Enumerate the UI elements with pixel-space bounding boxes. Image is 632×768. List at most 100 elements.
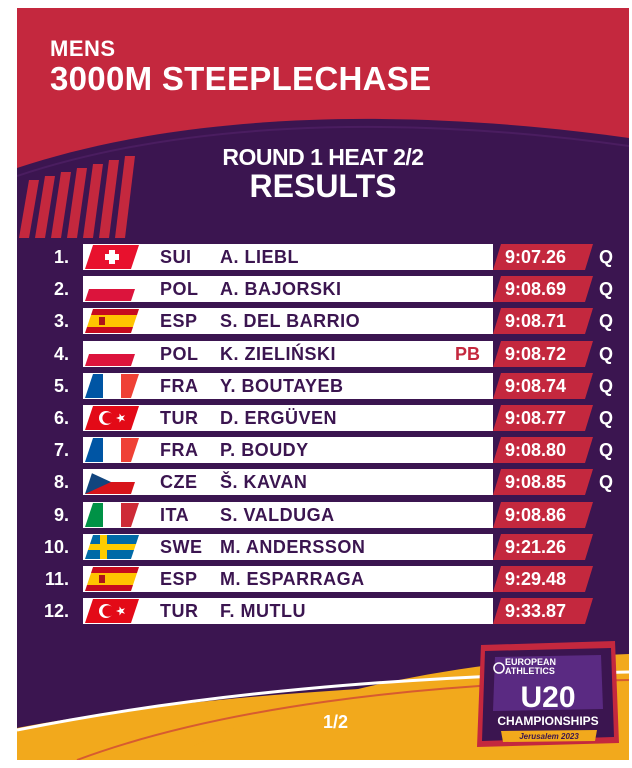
- svg-text:Jerusalem 2023: Jerusalem 2023: [519, 732, 579, 741]
- rank: 6.: [53, 408, 69, 428]
- result-time: 9:07.26: [505, 247, 567, 267]
- rank: 4.: [53, 343, 69, 364]
- country-code: FRA: [160, 440, 199, 461]
- row-bar: [83, 372, 493, 399]
- time-box: [493, 566, 593, 592]
- time-box: [493, 405, 593, 431]
- athlete-name: K. ZIELIŃSKI: [220, 343, 337, 364]
- country-code: SWE: [160, 536, 203, 557]
- svg-text:ATHLETICS: ATHLETICS: [505, 666, 555, 676]
- page-indicator: 1/2: [323, 712, 349, 732]
- qualified-mark: Q: [599, 375, 614, 396]
- country-code: ITA: [160, 504, 190, 525]
- time-box: [493, 533, 593, 560]
- athlete-name: A. LIEBL: [220, 247, 299, 267]
- time-box: [493, 372, 593, 399]
- rank: 2.: [53, 279, 69, 300]
- rank: 3.: [53, 311, 69, 332]
- result-time: 9:08.77: [505, 408, 567, 428]
- row-bar: [83, 533, 493, 560]
- svg-text:EUROPEAN: EUROPEAN: [505, 657, 556, 667]
- country-code: ESP: [160, 311, 198, 332]
- row-bar: [83, 244, 493, 270]
- result-row: 2. POL A. BAJORSKI 9:08.69 Q: [17, 276, 629, 303]
- row-bar: [83, 340, 493, 367]
- row-bar: [83, 566, 493, 592]
- result-row: 8. CZE Š. KAVAN 9:08.85 Q: [17, 469, 629, 496]
- row-bar: [83, 308, 493, 335]
- qualified-mark: Q: [599, 247, 614, 267]
- result-time: 9:08.71: [505, 311, 567, 332]
- row-bar: [83, 437, 493, 464]
- qualified-mark: Q: [599, 472, 614, 493]
- country-code: POL: [160, 343, 199, 364]
- result-time: 9:08.86: [505, 504, 567, 525]
- result-row: 4. POL K. ZIELIŃSKI PB 9:08.72 Q: [17, 340, 629, 367]
- qualified-mark: Q: [599, 311, 614, 332]
- row-bar: [83, 405, 493, 431]
- qualified-mark: Q: [599, 408, 614, 428]
- time-box: [493, 340, 593, 367]
- result-row: 12. TUR F. MUTLU 9:33.87: [17, 598, 629, 625]
- qualified-mark: Q: [599, 440, 614, 461]
- european-athletics-u20-logo: EUROPEAN ATHLETICS U20 CHAMPIONSHIPS Jer…: [477, 641, 619, 747]
- result-time: 9:08.80: [505, 440, 567, 461]
- qualified-mark: Q: [599, 279, 614, 300]
- result-time: 9:21.26: [505, 536, 567, 557]
- result-row: 9. ITA S. VALDUGA 9:08.86: [17, 501, 629, 528]
- result-row: 3. ESP S. DEL BARRIO 9:08.71 Q: [17, 308, 629, 335]
- athlete-name: S. DEL BARRIO: [220, 311, 361, 332]
- athlete-name: F. MUTLU: [220, 601, 306, 622]
- row-bar: [83, 598, 493, 625]
- athlete-name: M. ESPARRAGA: [220, 569, 365, 589]
- time-box: [493, 308, 593, 335]
- result-time: 9:08.69: [505, 279, 567, 300]
- round-heading: ROUND 1 HEAT 2/2: [222, 144, 424, 170]
- rank: 1.: [53, 247, 69, 267]
- result-time: 9:08.74: [505, 375, 567, 396]
- athlete-name: P. BOUDY: [220, 440, 309, 461]
- athlete-name: S. VALDUGA: [220, 504, 335, 525]
- country-code: POL: [160, 279, 199, 300]
- background-decoration: [17, 118, 629, 760]
- svg-text:CHAMPIONSHIPS: CHAMPIONSHIPS: [497, 714, 598, 728]
- rank: 10.: [43, 536, 69, 557]
- result-row: 1. SUI A. LIEBL 9:07.26 Q: [17, 244, 629, 270]
- personal-best-badge: PB: [455, 343, 481, 364]
- result-time: 9:33.87: [505, 601, 567, 622]
- rank: 5.: [53, 375, 69, 396]
- svg-text:U20: U20: [520, 681, 575, 714]
- result-row: 7. FRA P. BOUDY 9:08.80 Q: [17, 437, 629, 464]
- time-box: [493, 598, 593, 625]
- time-box: [493, 469, 593, 496]
- row-bar: [83, 469, 493, 496]
- results-heading: RESULTS: [249, 168, 397, 204]
- result-row: 6. TUR D. ERGÜVEN 9:08.77 Q: [17, 405, 629, 431]
- rank: 12.: [43, 601, 69, 622]
- result-time: 9:29.48: [505, 569, 567, 589]
- country-code: SUI: [160, 247, 192, 267]
- country-code: ESP: [160, 569, 198, 589]
- athlete-name: Š. KAVAN: [220, 472, 308, 493]
- athlete-name: D. ERGÜVEN: [220, 408, 338, 428]
- qualified-mark: Q: [599, 343, 614, 364]
- result-time: 9:08.72: [505, 343, 567, 364]
- results-card: MENS 3000M STEEPLECHASE ROUND 1 HEAT 2/2…: [17, 8, 629, 760]
- country-code: CZE: [160, 472, 198, 493]
- country-code: TUR: [160, 601, 199, 622]
- rank: 11.: [44, 569, 69, 589]
- time-box: [493, 276, 593, 303]
- athlete-name: Y. BOUTAYEB: [220, 375, 344, 396]
- time-box: [493, 501, 593, 528]
- result-row: 10. SWE M. ANDERSSON 9:21.26: [17, 533, 629, 560]
- row-bar: [83, 501, 493, 528]
- athlete-name: A. BAJORSKI: [220, 279, 342, 300]
- rank: 8.: [53, 472, 69, 493]
- time-box: [493, 437, 593, 464]
- result-row: 11. ESP M. ESPARRAGA 9:29.48: [17, 566, 629, 592]
- event-title: 3000M STEEPLECHASE: [50, 60, 432, 97]
- athlete-name: M. ANDERSSON: [220, 536, 366, 557]
- result-time: 9:08.85: [505, 472, 567, 493]
- row-bar: [83, 276, 493, 303]
- country-code: FRA: [160, 375, 199, 396]
